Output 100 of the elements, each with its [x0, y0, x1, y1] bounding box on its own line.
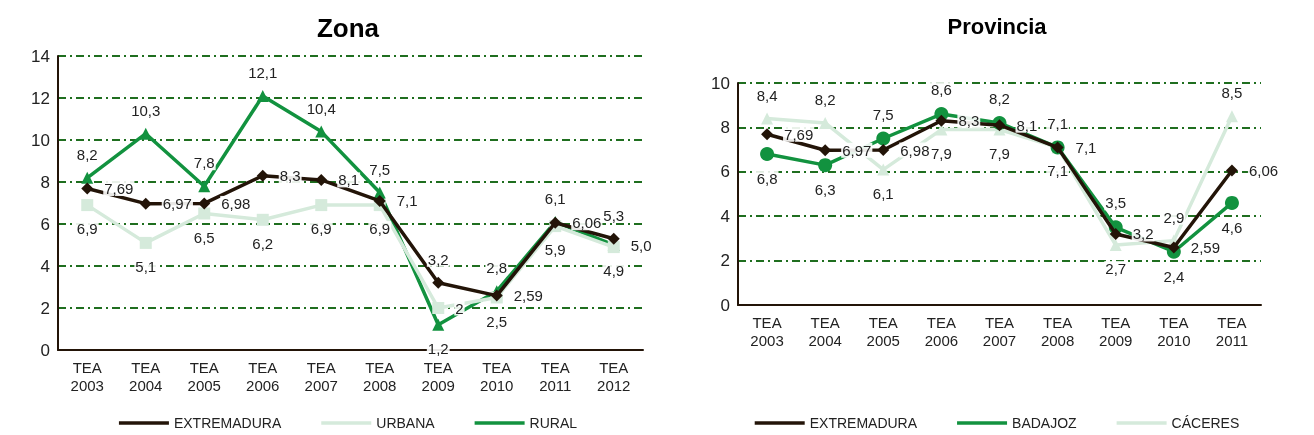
x-tick-label: TEA 2004	[129, 358, 163, 394]
data-label: 6,1	[872, 184, 894, 202]
data-label: 8,6	[930, 81, 952, 99]
data-label: 7,69	[104, 180, 134, 198]
data-label: 1,2	[427, 339, 449, 357]
data-label: 6,9	[310, 220, 332, 238]
y-tick-label: 4	[720, 206, 730, 226]
legend-label: RURAL	[529, 415, 578, 431]
data-label: 5,1	[135, 257, 157, 275]
chart-title: Provincia	[947, 13, 1048, 39]
data-label: 3,5	[1105, 194, 1127, 212]
data-label: 8,3	[958, 112, 980, 130]
data-label: 5,0	[630, 236, 652, 254]
point	[81, 199, 94, 212]
point	[1224, 195, 1239, 210]
data-label: 2,7	[1105, 260, 1127, 278]
point	[256, 169, 269, 182]
x-tick-label: TEA 2003	[70, 358, 104, 394]
point	[198, 197, 211, 210]
y-tick-label: 4	[40, 256, 50, 276]
x-tick-label: TEA 2008	[363, 358, 397, 394]
legend-label: CÁCERES	[1171, 415, 1240, 431]
data-label: 7,69	[784, 125, 814, 143]
y-tick-label: 2	[40, 298, 50, 318]
data-label: 6,9	[369, 220, 391, 238]
x-tick-label: TEA 2011	[539, 358, 572, 394]
data-label: 4,9	[603, 262, 625, 280]
data-label: 6,97	[842, 141, 872, 159]
x-tick-label: TEA 2009	[421, 358, 455, 394]
x-tick-label: TEA 2005	[187, 358, 221, 394]
data-label: 6,06	[1248, 161, 1279, 179]
data-label: 3,2	[1132, 225, 1154, 243]
point	[256, 213, 269, 226]
data-label: 7,5	[872, 105, 894, 123]
point	[1225, 164, 1238, 177]
y-tick-label: 10	[31, 130, 50, 150]
y-tick-label: 14	[31, 46, 50, 66]
data-label: 7,8	[193, 154, 215, 172]
data-label: 7,9	[930, 144, 952, 162]
point	[1167, 241, 1180, 254]
legend-label: URBANA	[376, 415, 436, 431]
data-label: 5,3	[603, 206, 625, 224]
point	[935, 114, 948, 127]
point	[81, 171, 94, 184]
legend-label: BADAJOZ	[1012, 415, 1078, 431]
point	[139, 197, 152, 210]
data-label: 12,1	[248, 63, 278, 81]
legend-label: EXTREMADURA	[809, 415, 918, 431]
y-tick-label: 8	[720, 117, 730, 137]
data-label: 2,8	[486, 259, 508, 277]
x-tick-label: TEA 2007	[304, 358, 338, 394]
point	[432, 318, 445, 331]
point	[432, 276, 445, 289]
data-label: 8,4	[756, 86, 778, 104]
x-tick-label: TEA 2004	[808, 313, 842, 349]
point	[876, 131, 891, 146]
point	[198, 207, 211, 220]
y-tick-label: 0	[720, 295, 730, 315]
x-tick-label: TEA 2003	[750, 313, 784, 349]
data-label: 6,98	[221, 194, 251, 212]
data-label: 2,4	[1163, 267, 1185, 285]
data-label: 2	[455, 299, 464, 317]
data-label: 8,1	[1016, 116, 1038, 134]
data-label: 6,9	[76, 220, 98, 238]
y-tick-label: 6	[40, 214, 50, 234]
y-tick-label: 6	[720, 162, 730, 182]
data-label: 10,3	[131, 101, 161, 119]
x-tick-label: TEA 2009	[1099, 313, 1133, 349]
data-label: 2,59	[1190, 239, 1221, 256]
x-tick-label: TEA 2010	[1157, 313, 1191, 349]
legend-label: EXTREMADURA	[173, 415, 282, 431]
data-label: 8,2	[814, 90, 836, 108]
data-label: 7,9	[989, 144, 1010, 162]
point	[139, 236, 152, 249]
data-label: 7,1	[1047, 162, 1069, 180]
point	[256, 89, 269, 102]
data-label: 6,5	[193, 228, 215, 246]
data-label: 8,2	[989, 89, 1010, 107]
point	[315, 173, 328, 186]
data-label: 6,97	[162, 195, 192, 213]
data-label: 7,5	[369, 160, 391, 178]
x-tick-label: TEA 2007	[982, 313, 1017, 349]
point	[81, 182, 94, 195]
point	[1225, 110, 1238, 123]
data-label: 8,5	[1221, 84, 1243, 102]
point	[315, 199, 328, 212]
data-label: 2,59	[513, 287, 543, 305]
data-label: 3,2	[427, 250, 449, 268]
point	[198, 180, 211, 193]
data-label: 2,9	[1163, 208, 1185, 226]
point	[993, 119, 1006, 132]
point	[432, 302, 445, 314]
data-label: 6,1	[544, 189, 566, 207]
x-tick-label: TEA 2010	[480, 358, 514, 394]
point	[760, 147, 775, 162]
data-label: 8,3	[279, 167, 301, 185]
point	[877, 163, 890, 176]
x-tick-label: TEA 2005	[866, 313, 900, 349]
y-tick-label: 0	[40, 340, 50, 360]
point	[761, 128, 774, 141]
